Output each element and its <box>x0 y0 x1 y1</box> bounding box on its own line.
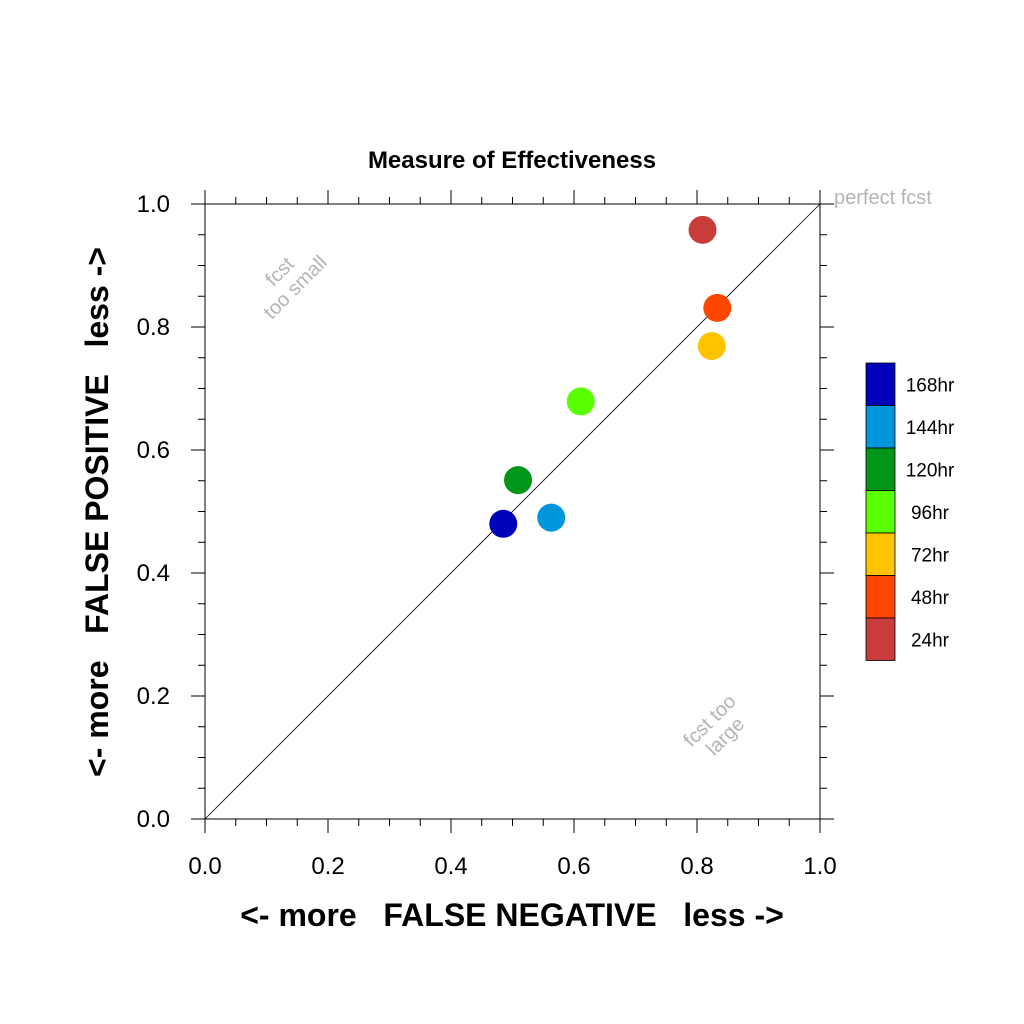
y-tick-label: 0.8 <box>137 314 170 341</box>
legend-label-168hr: 168hr <box>906 375 955 396</box>
y-tick-label: 0.0 <box>137 806 170 833</box>
chart-title: Measure of Effectiveness <box>368 147 656 174</box>
x-tick-label: 0.0 <box>188 853 221 880</box>
too-small-annotation: fcst too small <box>260 252 332 324</box>
data-point-144hr <box>537 503 566 532</box>
perfect-forecast-annotation: perfect fcst <box>834 187 932 209</box>
legend-swatch-24hr <box>865 617 896 661</box>
data-point-120hr <box>504 466 533 495</box>
x-axis-title: <- more FALSE NEGATIVE less -> <box>240 897 784 933</box>
y-tick-labels: 0.0 0.2 0.4 0.6 0.8 1.0 <box>137 191 170 833</box>
legend: 168hr 144hr 120hr 96hr 72hr 48hr 24hr <box>865 362 955 661</box>
y-tick-label: 0.6 <box>137 437 170 464</box>
data-point-48hr <box>703 293 732 322</box>
legend-label-72hr: 72hr <box>911 545 950 566</box>
y-tick-label: 1.0 <box>137 191 170 218</box>
data-point-72hr <box>697 332 726 361</box>
legend-swatch-120hr <box>865 447 896 491</box>
legend-swatch-72hr <box>865 532 896 576</box>
too-small-line2: too small <box>260 252 332 324</box>
legend-label-96hr: 96hr <box>911 503 950 524</box>
too-large-annotation: fcst too large <box>680 691 750 761</box>
x-tick-label: 0.2 <box>311 853 344 880</box>
legend-swatch-168hr <box>865 362 896 406</box>
x-tick-label: 0.8 <box>680 853 713 880</box>
legend-swatch-144hr <box>865 405 896 449</box>
legend-label-24hr: 24hr <box>911 630 950 651</box>
data-point-24hr <box>688 215 717 244</box>
legend-label-48hr: 48hr <box>911 588 950 609</box>
data-point-168hr <box>489 509 518 538</box>
data-point-96hr <box>566 387 595 416</box>
x-tick-label: 0.6 <box>557 853 590 880</box>
y-tick-label: 0.4 <box>137 560 170 587</box>
x-tick-label: 0.4 <box>434 853 467 880</box>
x-tick-labels: 0.0 0.2 0.4 0.6 0.8 1.0 <box>188 853 836 880</box>
x-tick-label: 1.0 <box>803 853 836 880</box>
legend-label-144hr: 144hr <box>906 418 955 439</box>
data-points <box>489 215 732 538</box>
y-axis-title: <- more FALSE POSITIVE less -> <box>79 247 115 777</box>
axis-ticks <box>191 190 834 833</box>
legend-swatch-96hr <box>865 490 896 534</box>
legend-swatch-48hr <box>865 575 896 619</box>
legend-label-120hr: 120hr <box>906 460 955 481</box>
y-tick-label: 0.2 <box>137 683 170 710</box>
